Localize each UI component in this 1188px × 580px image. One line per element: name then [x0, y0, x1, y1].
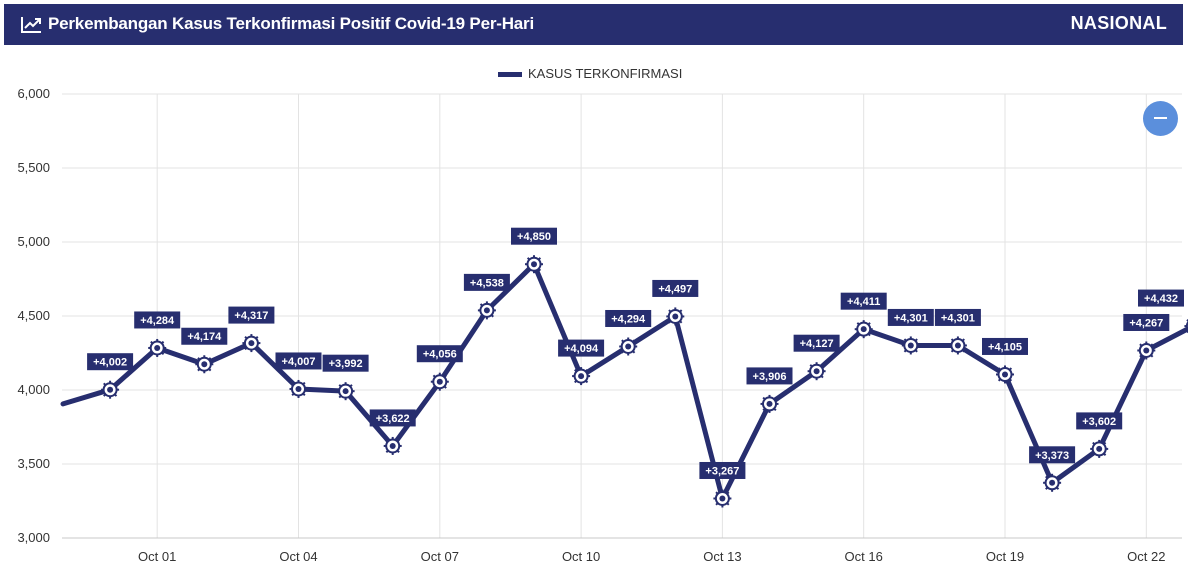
x-tick-label: Oct 10	[562, 549, 600, 564]
svg-text:+4,497: +4,497	[658, 283, 692, 295]
data-point-marker[interactable]	[854, 320, 873, 339]
scope-label: NASIONAL	[1070, 13, 1167, 33]
data-point-marker[interactable]	[760, 394, 779, 413]
svg-text:+4,317: +4,317	[234, 310, 268, 322]
data-label: +4,294	[605, 309, 652, 327]
data-label: +4,007	[275, 352, 322, 370]
y-tick-label: 3,000	[17, 530, 50, 545]
chart-title: Perkembangan Kasus Terkonfirmasi Positif…	[48, 14, 534, 33]
data-label: +3,267	[699, 461, 746, 479]
line-chart-icon	[21, 17, 41, 33]
data-point-marker[interactable]	[289, 379, 308, 398]
y-tick-label: 3,500	[17, 456, 50, 471]
data-label: +3,906	[746, 367, 793, 385]
legend-series-label: KASUS TERKONFIRMASI	[528, 66, 683, 81]
data-point-marker[interactable]	[477, 301, 496, 320]
data-label: +4,411	[840, 292, 887, 310]
data-point-marker[interactable]	[948, 336, 967, 355]
y-tick-label: 6,000	[17, 86, 50, 101]
legend-swatch	[498, 72, 522, 77]
data-point-marker[interactable]	[572, 367, 591, 386]
svg-text:+3,992: +3,992	[329, 358, 363, 370]
data-point-marker[interactable]	[1137, 341, 1156, 360]
y-tick-label: 5,500	[17, 160, 50, 175]
data-point-marker[interactable]	[336, 382, 355, 401]
data-point-marker[interactable]	[807, 362, 826, 381]
x-tick-label: Oct 22	[1127, 549, 1165, 564]
svg-text:+4,294: +4,294	[611, 313, 646, 325]
data-label: +4,056	[416, 345, 463, 363]
data-label: +4,301	[887, 308, 934, 326]
data-label: +3,602	[1076, 412, 1123, 430]
svg-text:+4,127: +4,127	[800, 338, 834, 350]
svg-text:+4,056: +4,056	[423, 349, 457, 361]
svg-text:+3,602: +3,602	[1082, 416, 1116, 428]
y-tick-label: 5,000	[17, 234, 50, 249]
svg-text:+4,284: +4,284	[140, 315, 175, 327]
data-label: +4,127	[793, 334, 840, 352]
x-tick-label: Oct 07	[421, 549, 459, 564]
minus-icon	[1154, 117, 1167, 119]
data-point-marker[interactable]	[1090, 439, 1109, 458]
data-label: +4,094	[558, 339, 605, 357]
svg-text:+4,094: +4,094	[564, 343, 599, 355]
x-tick-label: Oct 19	[986, 549, 1024, 564]
svg-text:+4,105: +4,105	[988, 341, 1022, 353]
data-label: +4,002	[87, 353, 134, 371]
data-label: +4,432	[1138, 289, 1184, 307]
svg-text:+4,411: +4,411	[847, 296, 880, 308]
data-point-marker[interactable]	[148, 338, 167, 357]
chart-header: Perkembangan Kasus Terkonfirmasi Positif…	[4, 4, 1183, 45]
data-label: +4,317	[228, 306, 275, 324]
data-label: +4,284	[134, 311, 181, 329]
data-point-marker[interactable]	[383, 436, 402, 455]
data-point-marker[interactable]	[1043, 473, 1062, 492]
svg-text:+4,174: +4,174	[187, 331, 222, 343]
y-tick-label: 4,500	[17, 308, 50, 323]
svg-text:+4,538: +4,538	[470, 277, 504, 289]
svg-text:+4,267: +4,267	[1129, 317, 1163, 329]
data-label: +4,850	[511, 227, 557, 245]
data-label: +3,373	[1029, 446, 1076, 464]
svg-text:+3,373: +3,373	[1035, 450, 1069, 462]
x-tick-label: Oct 01	[138, 549, 176, 564]
y-tick-label: 4,000	[17, 382, 50, 397]
data-point-marker[interactable]	[619, 337, 638, 356]
data-point-marker[interactable]	[242, 334, 261, 353]
data-point-marker[interactable]	[901, 336, 920, 355]
svg-text:+4,432: +4,432	[1144, 293, 1178, 305]
svg-text:+3,906: +3,906	[753, 371, 787, 383]
svg-text:+4,301: +4,301	[941, 312, 975, 324]
data-label: +4,538	[463, 273, 510, 291]
data-point-marker[interactable]	[713, 489, 732, 508]
svg-text:+4,850: +4,850	[517, 231, 551, 243]
data-label: +4,497	[652, 279, 699, 297]
data-label: +4,301	[934, 308, 981, 326]
data-point-marker[interactable]	[101, 380, 120, 399]
x-tick-label: Oct 13	[703, 549, 741, 564]
x-tick-label: Oct 04	[279, 549, 317, 564]
zoom-out-button[interactable]	[1143, 101, 1178, 136]
series-line	[60, 261, 1188, 501]
data-label: +3,622	[369, 409, 416, 427]
svg-text:+3,622: +3,622	[376, 413, 410, 425]
data-label: +4,174	[181, 327, 228, 345]
data-label: +4,105	[982, 337, 1028, 355]
data-point-marker[interactable]	[525, 255, 543, 274]
data-point-marker[interactable]	[430, 372, 449, 391]
svg-text:+4,007: +4,007	[282, 356, 316, 368]
data-point-marker[interactable]	[666, 307, 685, 326]
x-tick-label: Oct 16	[845, 549, 883, 564]
svg-text:+4,002: +4,002	[93, 357, 127, 369]
data-label: +4,267	[1123, 313, 1170, 331]
data-label: +3,992	[322, 354, 369, 372]
data-point-marker[interactable]	[195, 355, 214, 374]
data-point-marker[interactable]	[996, 365, 1014, 384]
svg-text:+4,301: +4,301	[894, 312, 928, 324]
svg-text:+3,267: +3,267	[705, 465, 739, 477]
